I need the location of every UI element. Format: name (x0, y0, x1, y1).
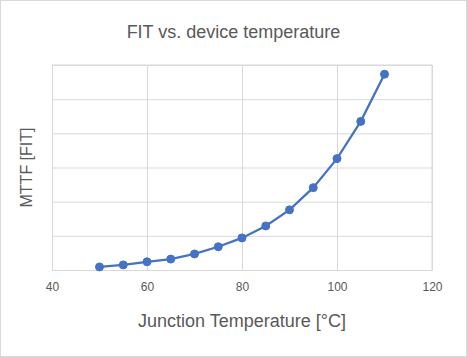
point (309, 184, 317, 192)
point (238, 234, 246, 242)
x-grid-line (432, 65, 433, 270)
plot: 40 60 80 100 120 (46, 65, 443, 294)
x-axis-title: Junction Temperature [°C] (138, 311, 346, 331)
frame-top (52, 65, 432, 66)
y-axis-line (53, 66, 433, 271)
point (262, 222, 270, 230)
point (167, 255, 175, 263)
title: FIT vs. device temperature (127, 22, 341, 42)
chart-border (1, 1, 467, 357)
x-axis-line (53, 65, 433, 271)
x-grid-line (147, 65, 148, 270)
x-tick: 120 (422, 65, 442, 294)
point (381, 70, 389, 78)
point (119, 261, 127, 269)
point (96, 263, 104, 271)
x-tick: 60 (141, 65, 155, 294)
x-tick: 80 (236, 65, 250, 294)
series (96, 70, 389, 271)
point (333, 155, 341, 163)
y-axis (52, 66, 432, 271)
x-tick-label: 80 (236, 280, 250, 294)
x-tick-label: 100 (327, 280, 347, 294)
point (191, 250, 199, 258)
x-tick-label: 40 (46, 280, 60, 294)
y-axis-title: MTTF [FIT] (18, 128, 35, 208)
x-tick-label: 120 (422, 280, 442, 294)
series-line (100, 74, 385, 267)
frame-right (432, 65, 433, 270)
x-grid-line (52, 65, 53, 270)
chart: 40 60 80 100 120 FIT vs. device temperature Ju… (0, 0, 467, 357)
point (143, 258, 151, 266)
x-grid-line (337, 65, 338, 270)
point (357, 117, 365, 125)
point (286, 206, 294, 214)
x-tick-label: 60 (141, 280, 155, 294)
x-tick: 40 (46, 65, 60, 294)
point (214, 243, 222, 251)
x-tick: 100 (327, 65, 347, 294)
x-axis: 40 60 80 100 120 (46, 65, 443, 294)
